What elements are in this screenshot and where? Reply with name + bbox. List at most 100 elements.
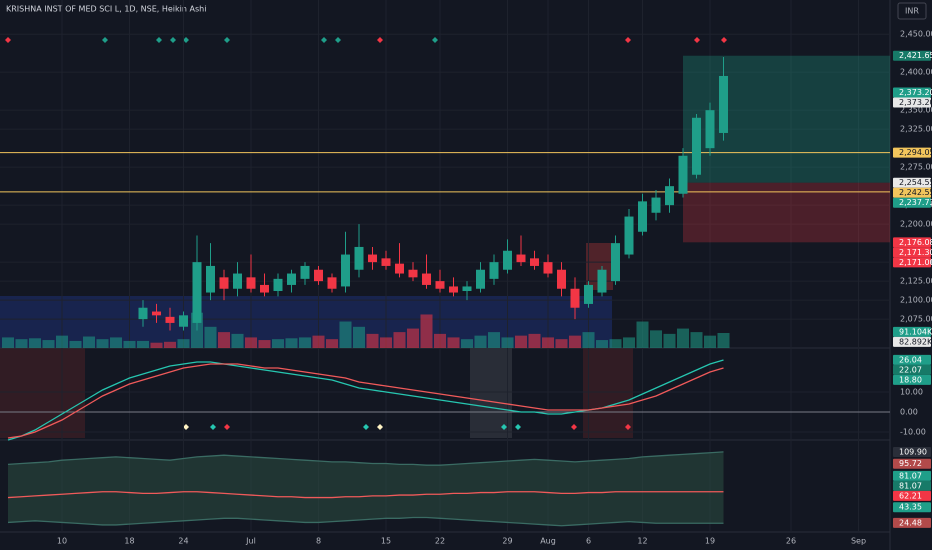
tag-label: 2,171.30: [899, 248, 932, 257]
volume-bar: [609, 339, 622, 348]
volume-bar: [285, 338, 298, 348]
price-tag: 2,373.20: [893, 87, 932, 98]
volume-bar: [164, 341, 176, 348]
signal: [224, 424, 230, 430]
volume-bar: [299, 337, 311, 348]
candle-body: [530, 258, 539, 266]
volume-bar: [636, 321, 649, 348]
candle-body: [395, 263, 404, 274]
candle-body: [678, 155, 688, 194]
candle-body: [273, 278, 283, 292]
price-tag: 81.07: [893, 480, 931, 491]
volume-bar: [339, 321, 352, 348]
volume-bar: [555, 339, 568, 348]
candle-body: [206, 265, 215, 293]
y-tick-label: 2,400.00: [900, 68, 932, 77]
signal: [321, 37, 327, 43]
x-tick-label: Jul: [245, 537, 256, 546]
tag-box: [893, 446, 931, 457]
tag-label: 2,176.08: [899, 238, 932, 247]
candle-body: [543, 262, 553, 274]
tag-box: [893, 470, 931, 481]
tag-label: 81.07: [899, 471, 922, 480]
signal: [625, 424, 631, 430]
volume-bar: [663, 333, 676, 348]
candle-body: [219, 277, 229, 289]
candle-body: [638, 201, 647, 232]
signal: [501, 424, 507, 430]
osc-line: [7, 363, 724, 439]
y-tick-label: 2,125.00: [900, 277, 932, 286]
candle-body: [449, 286, 458, 293]
candle-body: [260, 284, 269, 293]
volume-bar: [29, 338, 41, 348]
candle-body: [408, 269, 418, 278]
signal: [183, 424, 189, 430]
volume-bar: [177, 339, 190, 348]
x-tick-label: 15: [381, 537, 391, 546]
candle-body: [368, 254, 377, 263]
tag-box: [893, 517, 931, 528]
tag-box: [893, 97, 931, 108]
x-tick-label: Sep: [851, 537, 866, 546]
y-tick-label: -10.00: [900, 428, 926, 437]
x-tick-label: 26: [786, 537, 796, 546]
volume-bar: [2, 337, 14, 348]
price-tag: 24.48: [893, 517, 931, 528]
signal: [432, 37, 438, 43]
price-tag: 2,242.55: [893, 187, 932, 198]
volume-bar: [677, 328, 689, 348]
currency[interactable]: INR: [905, 7, 919, 16]
volume-bar: [366, 333, 379, 348]
signals: [5, 37, 727, 430]
candle-body: [476, 269, 485, 289]
candle-body: [233, 273, 242, 289]
tag-label: 2,171.00: [899, 258, 932, 267]
tag-box: [893, 197, 931, 208]
tag-box: [893, 336, 931, 347]
tag-label: 2,254.55: [899, 178, 932, 187]
price-tag: 2,176.08: [893, 237, 932, 248]
signal: [170, 37, 176, 43]
volume-bar: [312, 335, 325, 348]
price-tag: 81.07: [893, 470, 931, 481]
tag-box: [893, 257, 931, 268]
x-tick-label: Aug: [540, 537, 556, 546]
price-tag: 2,373.20: [893, 97, 932, 108]
price-tag: 91.104K: [893, 326, 932, 337]
tag-label: 95.72: [899, 459, 922, 468]
tag-box: [893, 364, 931, 375]
volume-bar: [69, 340, 82, 348]
volume-bar: [245, 337, 257, 348]
x-tick-label: 12: [637, 537, 647, 546]
currency-box[interactable]: [897, 2, 927, 20]
tag-box: [893, 50, 931, 61]
x-tick-label: 29: [502, 537, 512, 546]
volume-bar: [407, 328, 419, 348]
signal: [515, 424, 521, 430]
x-tick-label: 6: [586, 537, 591, 546]
zone: [0, 348, 85, 438]
tag-box: [893, 480, 931, 491]
signal: [377, 37, 383, 43]
candle-body: [246, 277, 256, 289]
volume-bar: [353, 326, 365, 348]
price-tag: 82.892K: [893, 336, 932, 347]
candle-body: [597, 269, 607, 293]
candle-body: [557, 269, 566, 289]
candle-body: [165, 316, 175, 323]
volume-bar: [501, 337, 514, 348]
volume-bar: [204, 326, 217, 348]
candle-body: [692, 117, 701, 175]
tag-box: [893, 326, 931, 337]
signal: [363, 424, 369, 430]
signal: [721, 37, 727, 43]
price-tag: 109.90: [893, 446, 931, 457]
y-tick-label: 10.00: [900, 388, 923, 397]
volume-bar: [447, 337, 460, 348]
band-line: [7, 451, 724, 466]
tag-box: [893, 237, 931, 248]
volume-bar: [596, 340, 608, 348]
volume-bar: [582, 332, 595, 348]
